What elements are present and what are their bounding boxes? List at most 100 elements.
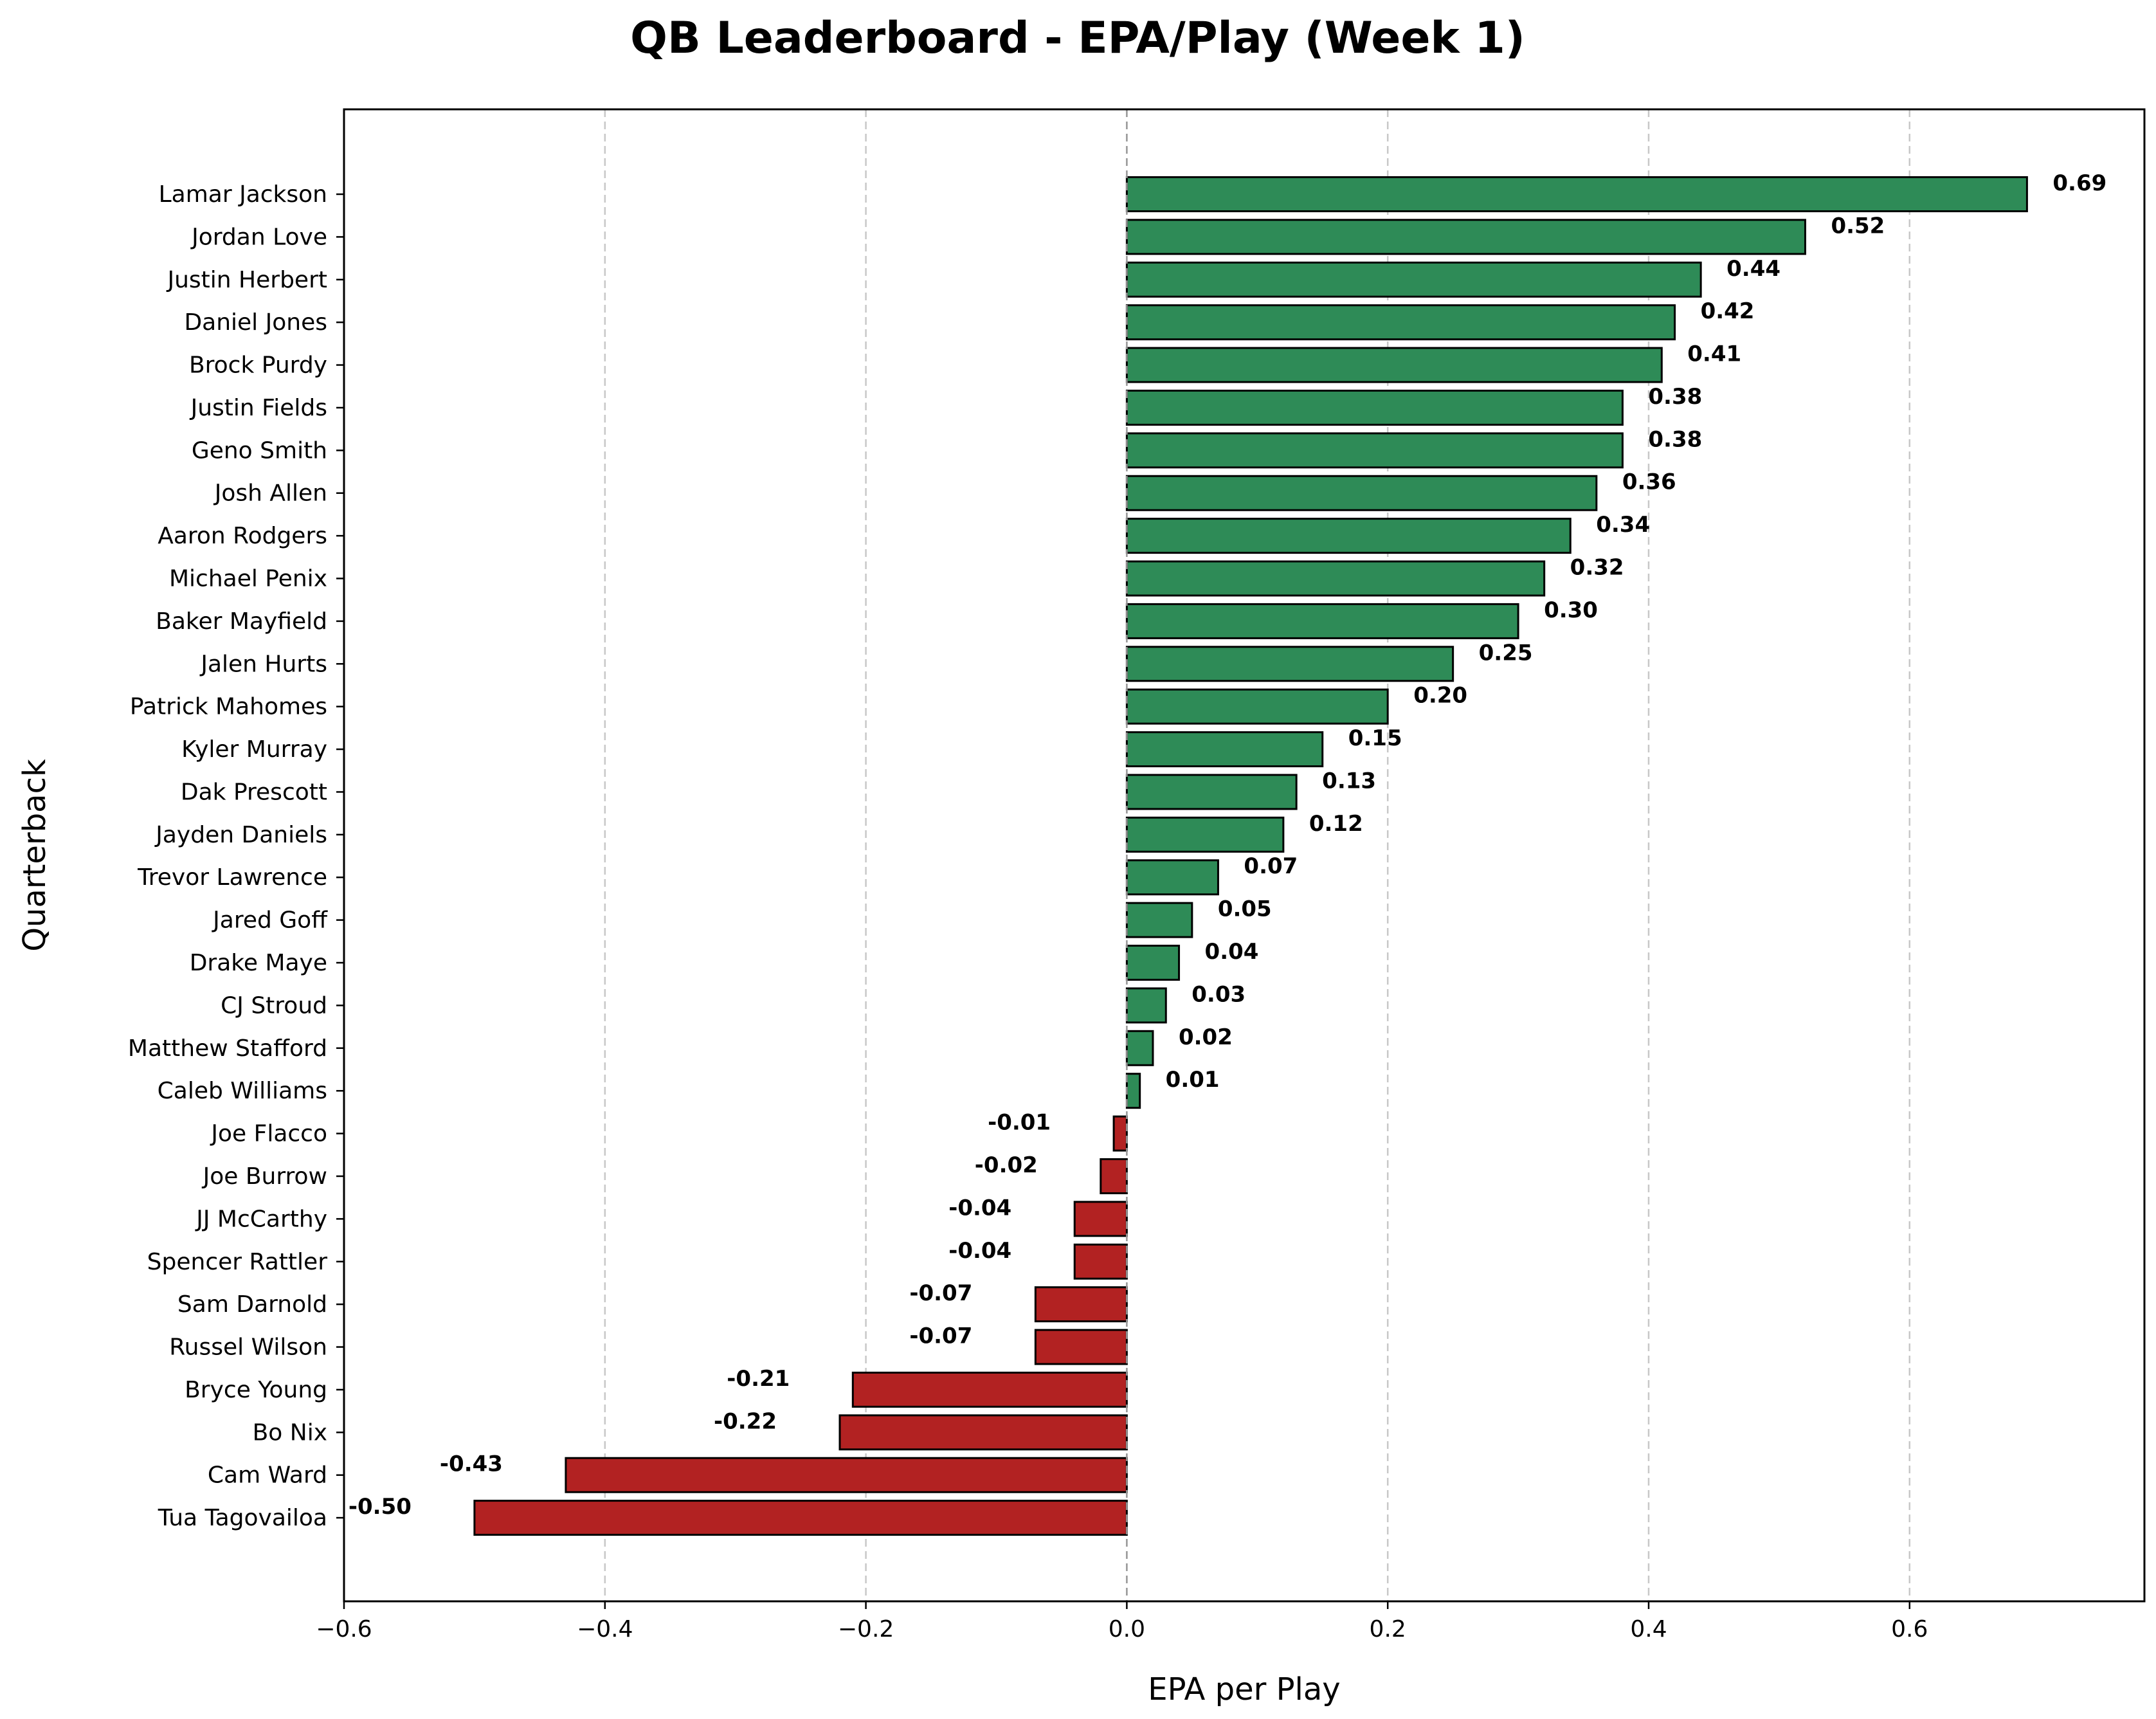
bar [1125,176,2028,212]
y-tick-label: Joe Burrow [202,1163,327,1190]
value-label: -0.07 [909,1323,972,1349]
bar [1125,774,1298,810]
y-tick-label: Tua Tagovailoa [158,1505,327,1531]
bar [1125,1030,1154,1066]
value-label: -0.02 [975,1152,1038,1178]
value-label: 0.42 [1701,298,1755,324]
value-label: -0.43 [440,1451,503,1477]
bar [1073,1201,1128,1237]
x-tick-label: 0.2 [1370,1616,1406,1642]
y-tick-label: Jared Goff [212,907,328,934]
bar [1125,518,1572,554]
y-tick-label: Joe Flacco [210,1121,327,1147]
bar [1100,1158,1128,1194]
bar [1125,902,1193,938]
value-label: 0.36 [1622,469,1676,495]
y-tick-label: Drake Maye [190,950,327,976]
bar [1034,1329,1128,1365]
value-label: 0.20 [1413,683,1467,709]
y-tick-label: Josh Allen [213,480,327,507]
y-tick-label: Lamar Jackson [159,181,327,208]
value-label: 0.02 [1179,1024,1233,1050]
bar [1125,945,1181,981]
y-tick-label: CJ Stroud [221,992,327,1019]
y-axis: Lamar Jackson Jordan Love Justin Herbert Da… [128,181,344,1531]
value-label: 0.01 [1166,1067,1220,1093]
bar [1125,816,1285,853]
y-tick-label: Justin Fields [190,395,327,421]
value-label: -0.07 [909,1280,972,1306]
value-label: 0.13 [1322,768,1376,794]
value-label: 0.12 [1309,811,1363,837]
x-axis-title: EPA per Play [1148,1671,1340,1707]
y-tick-label: Cam Ward [208,1462,327,1489]
y-tick-label: Brock Purdy [189,352,327,379]
bar [565,1457,1128,1493]
value-label: 0.41 [1687,341,1741,367]
chart-title: QB Leaderboard - EPA/Play (Week 1) [630,13,1525,64]
bar [1073,1243,1128,1280]
bar [1125,475,1598,511]
y-tick-label: Matthew Stafford [128,1035,327,1062]
y-tick-label: Justin Herbert [166,267,327,293]
x-tick-label: −0.6 [316,1616,372,1642]
x-tick-label: 0.4 [1630,1616,1667,1642]
bar [1125,219,1806,255]
bar [1034,1286,1128,1323]
bar [1125,1073,1141,1109]
bar [1125,432,1624,469]
y-tick-label: Dak Prescott [181,779,327,805]
bar [1125,560,1546,597]
value-label: 0.07 [1244,853,1298,879]
value-label: 0.04 [1205,939,1259,965]
bar [1112,1115,1128,1152]
bar [1125,731,1324,768]
bar [1125,859,1219,896]
value-label: -0.04 [948,1195,1011,1221]
bar [838,1414,1128,1451]
y-axis-title: Quarterback [17,759,53,952]
value-label: -0.04 [948,1238,1011,1264]
y-tick-label: Baker Mayfield [156,608,327,635]
value-label: 0.03 [1191,981,1246,1007]
bar [1125,389,1624,426]
value-label: -0.21 [727,1366,790,1392]
y-tick-label: Spencer Rattler [147,1249,328,1275]
x-axis: −0.6 −0.4 −0.2 0.0 0.2 0.4 0.6 [316,1601,1928,1642]
value-label: 0.32 [1570,555,1624,581]
y-tick-label: Bo Nix [253,1419,327,1446]
y-tick-label: Patrick Mahomes [130,694,327,720]
y-tick-label: Trevor Lawrence [137,864,327,891]
bar [851,1371,1128,1408]
value-label: -0.22 [714,1408,777,1434]
plot-frame [343,108,2146,1603]
value-label: 0.52 [1831,213,1885,239]
y-tick-label: Jalen Hurts [199,651,327,677]
bar [1125,261,1702,298]
y-tick-label: Michael Penix [169,566,327,592]
bar [1125,688,1389,725]
value-label: 0.38 [1648,384,1702,410]
y-tick-label: Geno Smith [192,437,327,464]
bar [1125,304,1676,341]
bar [1125,347,1663,383]
bars-layer [473,109,2028,1601]
x-tick-label: 0.6 [1891,1616,1928,1642]
value-label: 0.34 [1596,512,1650,538]
bar [1125,646,1454,682]
x-tick-label: 0.0 [1109,1616,1145,1642]
value-label: 0.05 [1218,896,1272,922]
value-label: 0.69 [2052,170,2106,196]
value-label: 0.38 [1648,426,1702,452]
bar [473,1500,1128,1536]
value-label: 0.15 [1348,725,1402,751]
bar [1125,987,1167,1024]
y-tick-label: Sam Darnold [177,1291,327,1318]
y-tick-label: Bryce Young [185,1377,327,1403]
y-tick-label: Aaron Rodgers [158,523,327,549]
y-tick-label: Jayden Daniels [154,822,327,848]
value-labels-layer: 0.69 0.52 0.44 0.42 0.41 0.38 0.38 0.36 0.34 0.32… [349,170,2106,1520]
y-tick-label: JJ McCarthy [195,1206,327,1232]
